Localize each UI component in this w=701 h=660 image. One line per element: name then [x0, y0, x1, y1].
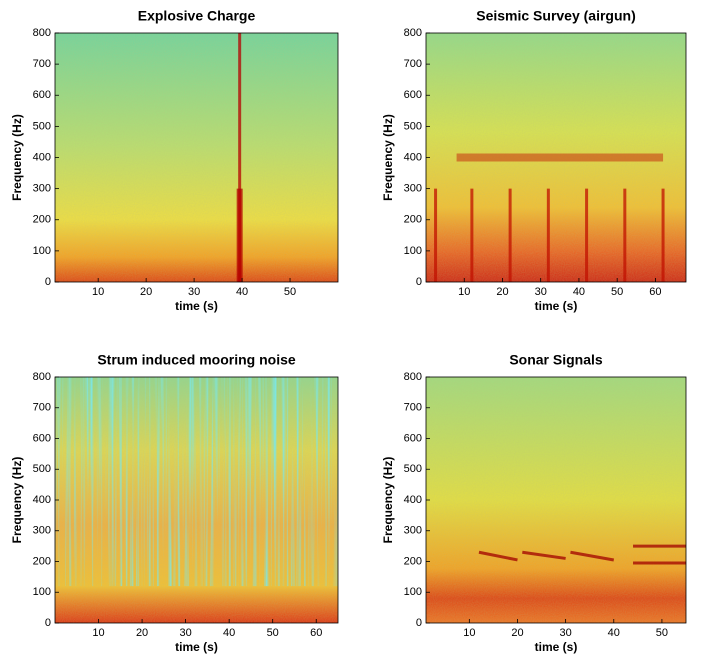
x-tick-label: 10 [92, 286, 104, 298]
y-tick-label: 0 [416, 276, 422, 288]
x-tick-label: 20 [496, 286, 508, 298]
y-tick-label: 400 [33, 494, 51, 506]
y-axis-label: Frequency (Hz) [381, 114, 395, 201]
spectrogram-noise [426, 377, 686, 623]
x-tick-label: 50 [267, 627, 279, 639]
chart-title: Explosive Charge [138, 8, 256, 24]
spectrogram-noise [426, 33, 686, 282]
x-tick-label: 60 [649, 286, 661, 298]
x-tick-label: 40 [573, 286, 585, 298]
x-tick-label: 30 [188, 286, 200, 298]
x-tick-label: 30 [179, 627, 191, 639]
y-tick-label: 500 [404, 120, 422, 132]
y-axis-label: Frequency (Hz) [10, 114, 24, 201]
x-axis-label: time (s) [535, 640, 578, 654]
chart-title: Seismic Survey (airgun) [476, 8, 636, 24]
y-tick-label: 200 [404, 555, 422, 567]
x-axis-label: time (s) [535, 299, 578, 313]
y-tick-label: 0 [416, 617, 422, 629]
x-tick-label: 20 [136, 627, 148, 639]
y-tick-label: 300 [33, 525, 51, 537]
signal-segment [570, 550, 615, 562]
y-tick-label: 700 [404, 58, 422, 70]
y-tick-label: 100 [33, 245, 51, 257]
panel: 10 20 30 40 50 600100200300400500600700800Sei… [381, 8, 687, 313]
y-tick-label: 100 [33, 586, 51, 598]
y-tick-label: 600 [33, 432, 51, 444]
x-tick-label: 50 [284, 286, 296, 298]
signal-segment [522, 550, 566, 560]
y-tick-label: 400 [404, 151, 422, 163]
y-tick-label: 300 [33, 183, 51, 195]
y-tick-label: 200 [404, 214, 422, 226]
y-tick-label: 400 [404, 494, 422, 506]
x-tick-label: 40 [236, 286, 248, 298]
y-tick-label: 0 [45, 276, 51, 288]
y-tick-label: 200 [33, 555, 51, 567]
y-tick-label: 700 [33, 402, 51, 414]
spectrogram-streaks [55, 377, 338, 587]
panel: 10 20 30 40 50 600100200300400500600700800Str… [10, 352, 339, 654]
y-tick-label: 800 [404, 371, 422, 383]
signal-segment [478, 550, 518, 562]
x-tick-label: 30 [560, 627, 572, 639]
x-tick-label: 50 [656, 627, 668, 639]
y-tick-label: 500 [404, 463, 422, 475]
y-tick-label: 500 [33, 463, 51, 475]
y-tick-label: 700 [404, 402, 422, 414]
y-tick-label: 800 [33, 371, 51, 383]
chart-title: Strum induced mooring noise [97, 352, 296, 368]
y-tick-label: 400 [33, 151, 51, 163]
y-tick-label: 200 [33, 214, 51, 226]
x-tick-label: 10 [92, 627, 104, 639]
x-tick-label: 50 [611, 286, 623, 298]
x-tick-label: 40 [608, 627, 620, 639]
panel: 10 20 30 40 500100200300400500600700800Sonar… [381, 352, 687, 654]
x-tick-label: 20 [140, 286, 152, 298]
x-tick-label: 20 [511, 627, 523, 639]
y-tick-label: 800 [404, 27, 422, 39]
x-tick-label: 10 [458, 286, 470, 298]
y-tick-label: 600 [33, 89, 51, 101]
x-tick-label: 60 [310, 627, 322, 639]
y-tick-label: 800 [33, 27, 51, 39]
y-tick-label: 500 [33, 120, 51, 132]
y-tick-label: 700 [33, 58, 51, 70]
y-tick-label: 600 [404, 432, 422, 444]
panel: 10 20 30 40 500100200300400500600700800Explo… [10, 8, 339, 313]
x-axis-label: time (s) [175, 640, 218, 654]
x-axis-label: time (s) [175, 299, 218, 313]
y-tick-label: 600 [404, 89, 422, 101]
chart-title: Sonar Signals [509, 352, 603, 368]
y-tick-label: 300 [404, 525, 422, 537]
y-axis-label: Frequency (Hz) [10, 457, 24, 544]
spectrogram-noise [55, 33, 338, 282]
y-axis-label: Frequency (Hz) [381, 457, 395, 544]
y-tick-label: 0 [45, 617, 51, 629]
y-tick-label: 100 [404, 245, 422, 257]
x-tick-label: 10 [463, 627, 475, 639]
y-tick-label: 300 [404, 183, 422, 195]
x-tick-label: 30 [535, 286, 547, 298]
y-tick-label: 100 [404, 586, 422, 598]
x-tick-label: 40 [223, 627, 235, 639]
